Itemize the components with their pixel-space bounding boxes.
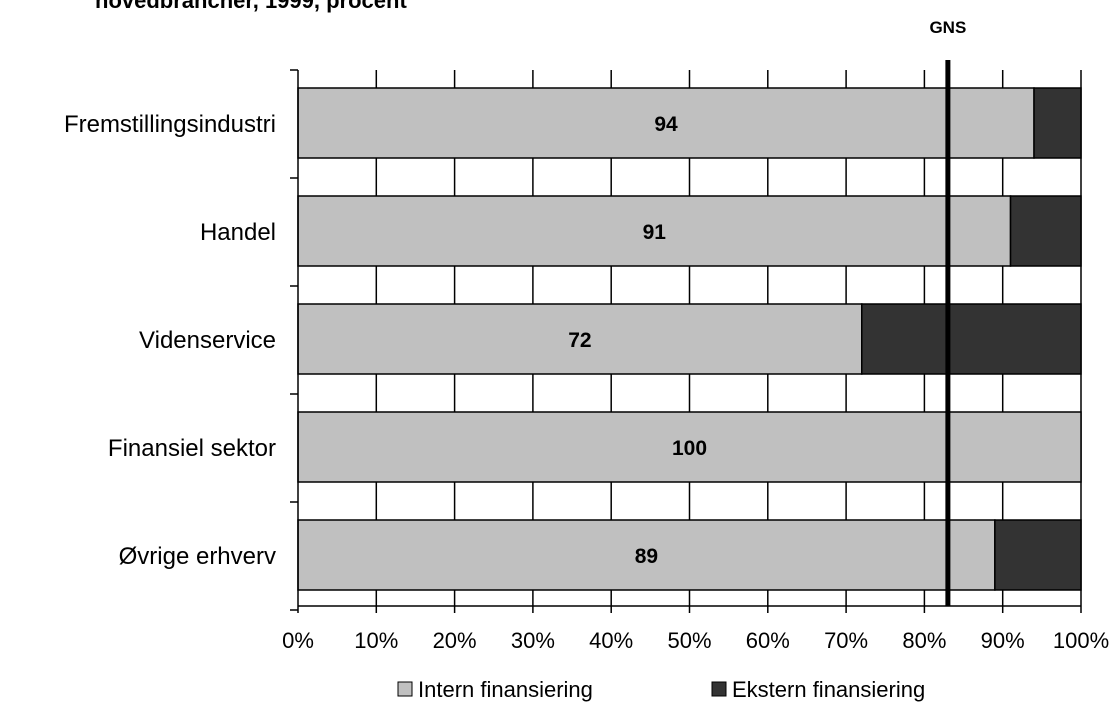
legend-label: Ekstern finansiering <box>732 677 925 702</box>
data-label: 100 <box>672 437 707 460</box>
category-label: Fremstillingsindustri <box>64 111 276 138</box>
bar-segment <box>861 303 1082 375</box>
x-tick-label: 100% <box>1053 628 1109 653</box>
x-tick-label: 70% <box>824 628 868 653</box>
data-label: 89 <box>635 545 658 568</box>
category-label: Øvrige erhverv <box>119 543 276 570</box>
legend-swatch <box>711 681 727 697</box>
data-label: 72 <box>568 329 591 352</box>
bar-segment <box>1009 195 1082 267</box>
x-tick-label: 60% <box>746 628 790 653</box>
labels: Fremstillingsindustri 94 Handel 91 Videnserv… <box>64 111 1109 653</box>
x-tick-label: 10% <box>354 628 398 653</box>
x-tick-label: 50% <box>667 628 711 653</box>
x-tick-label: 90% <box>981 628 1025 653</box>
x-tick-label: 40% <box>589 628 633 653</box>
chart-title: hovedbrancher, 1999, procent <box>95 0 407 13</box>
legend: Intern finansiering Ekstern finansiering <box>397 677 925 702</box>
category-label: Handel <box>200 219 276 246</box>
bar-segment <box>297 411 1082 483</box>
x-tick-label: 20% <box>433 628 477 653</box>
reference-line-label: GNS <box>929 18 966 37</box>
axes <box>290 69 1082 613</box>
x-tick-label: 80% <box>902 628 946 653</box>
data-label: 91 <box>643 221 667 244</box>
x-tick-label: 30% <box>511 628 555 653</box>
reference-line-group: GNS <box>929 18 966 606</box>
bar-segment <box>994 519 1082 591</box>
data-label: 94 <box>654 113 678 136</box>
legend-label: Intern finansiering <box>418 677 593 702</box>
bars <box>297 87 1082 591</box>
bar-segment <box>297 519 996 591</box>
category-label: Videnservice <box>139 327 276 354</box>
x-tick-label: 0% <box>282 628 314 653</box>
legend-swatch <box>397 681 413 697</box>
category-label: Finansiel sektor <box>108 435 276 462</box>
bar-segment <box>1033 87 1082 159</box>
